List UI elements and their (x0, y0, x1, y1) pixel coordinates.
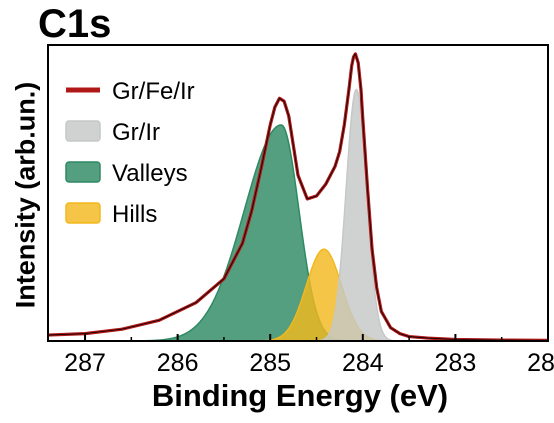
chart-title: C1s (38, 2, 112, 46)
series-line-gr-fe-ir-core (48, 53, 548, 341)
y-axis-label: Intensity (arb.un.) (10, 81, 41, 309)
series-area-hills (48, 248, 548, 341)
legend-swatch-gr-ir (65, 120, 101, 142)
legend-label-valleys: Valleys (112, 160, 188, 187)
legend-swatch-valleys (65, 161, 101, 183)
x-tick-label-283: 283 (435, 349, 477, 377)
x-tick-label-287: 287 (64, 349, 106, 377)
legend-label-gr-ir: Gr/Ir (112, 119, 160, 146)
x-tick-label-284: 284 (342, 349, 384, 377)
x-axis-label: Binding Energy (eV) (151, 378, 449, 413)
plot-frame (47, 44, 549, 342)
x-tick-label-285: 285 (249, 349, 291, 377)
x-tick-label-286: 286 (157, 349, 199, 377)
legend-label-hills: Hills (112, 201, 157, 228)
legend-swatch-hills (65, 202, 101, 224)
legend-label-gr-fe-ir: Gr/Fe/Ir (112, 78, 195, 105)
x-tick-label-282: 282 (527, 349, 554, 377)
